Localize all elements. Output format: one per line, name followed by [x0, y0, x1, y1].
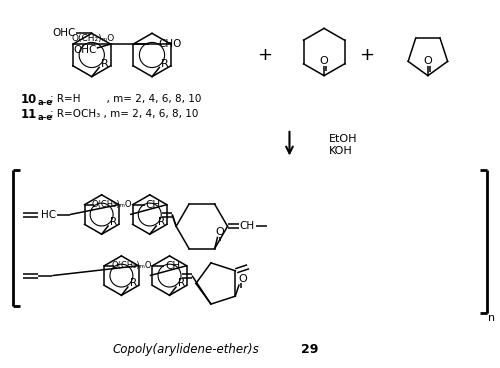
Text: Copoly(arylidene-ether)s: Copoly(arylidene-ether)s — [112, 343, 259, 356]
Text: R: R — [161, 59, 168, 69]
Text: HC: HC — [40, 209, 56, 220]
Text: EtOH: EtOH — [329, 134, 358, 144]
Text: CH: CH — [166, 261, 180, 271]
Text: ; R=H        , m= 2, 4, 6, 8, 10: ; R=H , m= 2, 4, 6, 8, 10 — [50, 94, 202, 104]
Text: O: O — [216, 227, 224, 237]
Text: O(CH₂)ₘO: O(CH₂)ₘO — [92, 200, 132, 209]
Text: ; R=OCH₃ , m= 2, 4, 6, 8, 10: ; R=OCH₃ , m= 2, 4, 6, 8, 10 — [50, 109, 199, 119]
Text: n: n — [488, 313, 496, 323]
Text: O(CH₂)ₘO: O(CH₂)ₘO — [112, 261, 152, 270]
Text: R: R — [110, 217, 117, 227]
Text: a-e: a-e — [38, 113, 52, 121]
Text: +: + — [258, 46, 272, 64]
Text: OHC: OHC — [73, 45, 96, 55]
Text: R: R — [178, 279, 185, 289]
Text: R: R — [130, 279, 137, 289]
Text: O: O — [320, 56, 328, 66]
Text: R: R — [100, 59, 108, 69]
Text: a-e: a-e — [38, 98, 52, 107]
Text: R: R — [158, 217, 165, 227]
Text: O(CH₂)ₘO: O(CH₂)ₘO — [71, 34, 115, 43]
Text: 29: 29 — [300, 343, 318, 356]
Text: 11: 11 — [20, 107, 37, 121]
Text: 10: 10 — [20, 93, 37, 106]
Text: KOH: KOH — [329, 146, 353, 156]
Text: CHO: CHO — [159, 39, 182, 49]
Text: +: + — [359, 46, 374, 64]
Text: CH: CH — [146, 200, 161, 210]
Text: CH: CH — [240, 221, 255, 231]
Text: O: O — [239, 275, 248, 284]
Text: O: O — [424, 56, 432, 66]
Text: OHC: OHC — [52, 28, 76, 38]
